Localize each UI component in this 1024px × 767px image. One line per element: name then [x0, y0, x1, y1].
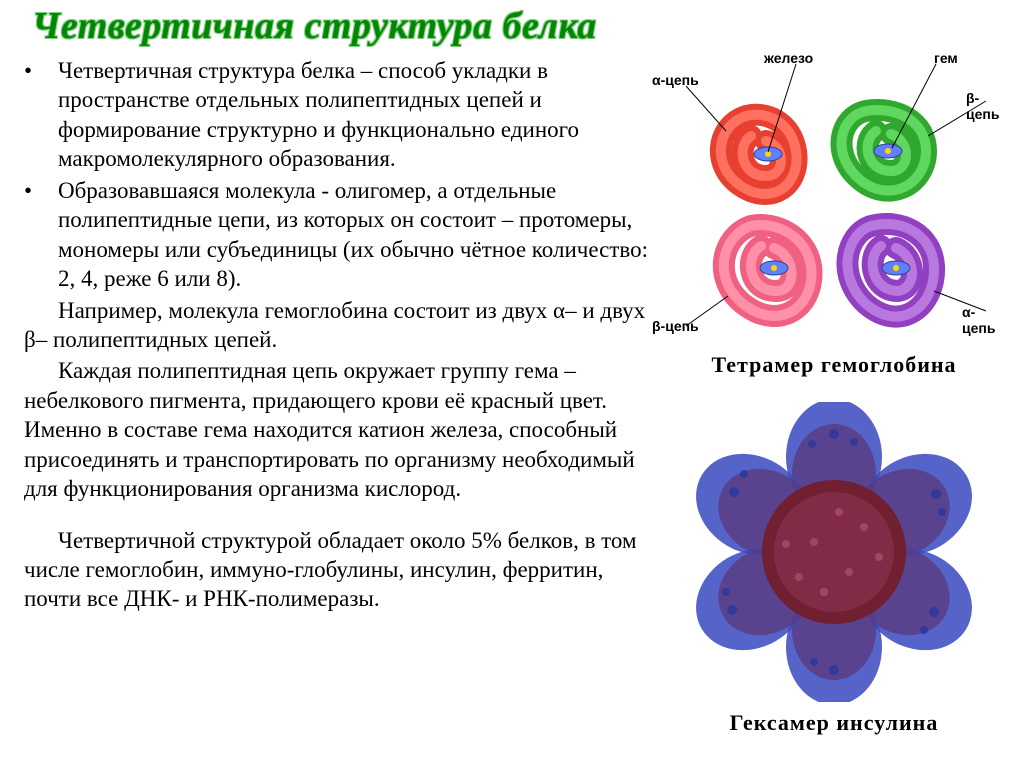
paragraph-3: Четвертичной структурой обладает около 5… [24, 526, 648, 614]
hexamer-caption: Гексамер инсулина [656, 710, 1012, 736]
bullet-dot-icon: • [24, 176, 58, 296]
label-beta-2: β-цепь [652, 318, 699, 334]
paragraph-1: Например, молекула гемоглобина состоит и… [24, 296, 648, 355]
hemoglobin-svg [656, 56, 1006, 346]
label-heme: гем [934, 50, 958, 66]
hexamer-figure [679, 402, 989, 702]
content-area: • Четвертичная структура белка – способ … [0, 56, 1024, 736]
paragraph-2: Каждая полипептидная цепь окружает групп… [24, 356, 648, 503]
page-title: Четвертичная структура белка [0, 0, 1024, 56]
bullet-1: • Четвертичная структура белка – способ … [24, 56, 648, 176]
figure-column: железо гем α-цепь β-цепь β-цепь α-цепь Т… [648, 56, 1012, 736]
bullet-2: • Образовавшаяся молекула - олигомер, а … [24, 176, 648, 296]
bullet-dot-icon: • [24, 56, 58, 176]
hexamer-svg [679, 402, 989, 702]
label-alpha-1: α-цепь [652, 72, 699, 88]
label-beta-1: β-цепь [966, 90, 1006, 122]
hemoglobin-caption: Тетрамер гемоглобина [656, 352, 1012, 378]
bullet-2-text: Образовавшаяся молекула - олигомер, а от… [58, 176, 648, 294]
label-alpha-2: α-цепь [962, 304, 1006, 336]
bullet-1-text: Четвертичная структура белка – способ ук… [58, 56, 648, 174]
label-iron: железо [764, 50, 813, 66]
hemoglobin-figure: железо гем α-цепь β-цепь β-цепь α-цепь [656, 56, 1006, 346]
text-column: • Четвертичная структура белка – способ … [24, 56, 648, 736]
